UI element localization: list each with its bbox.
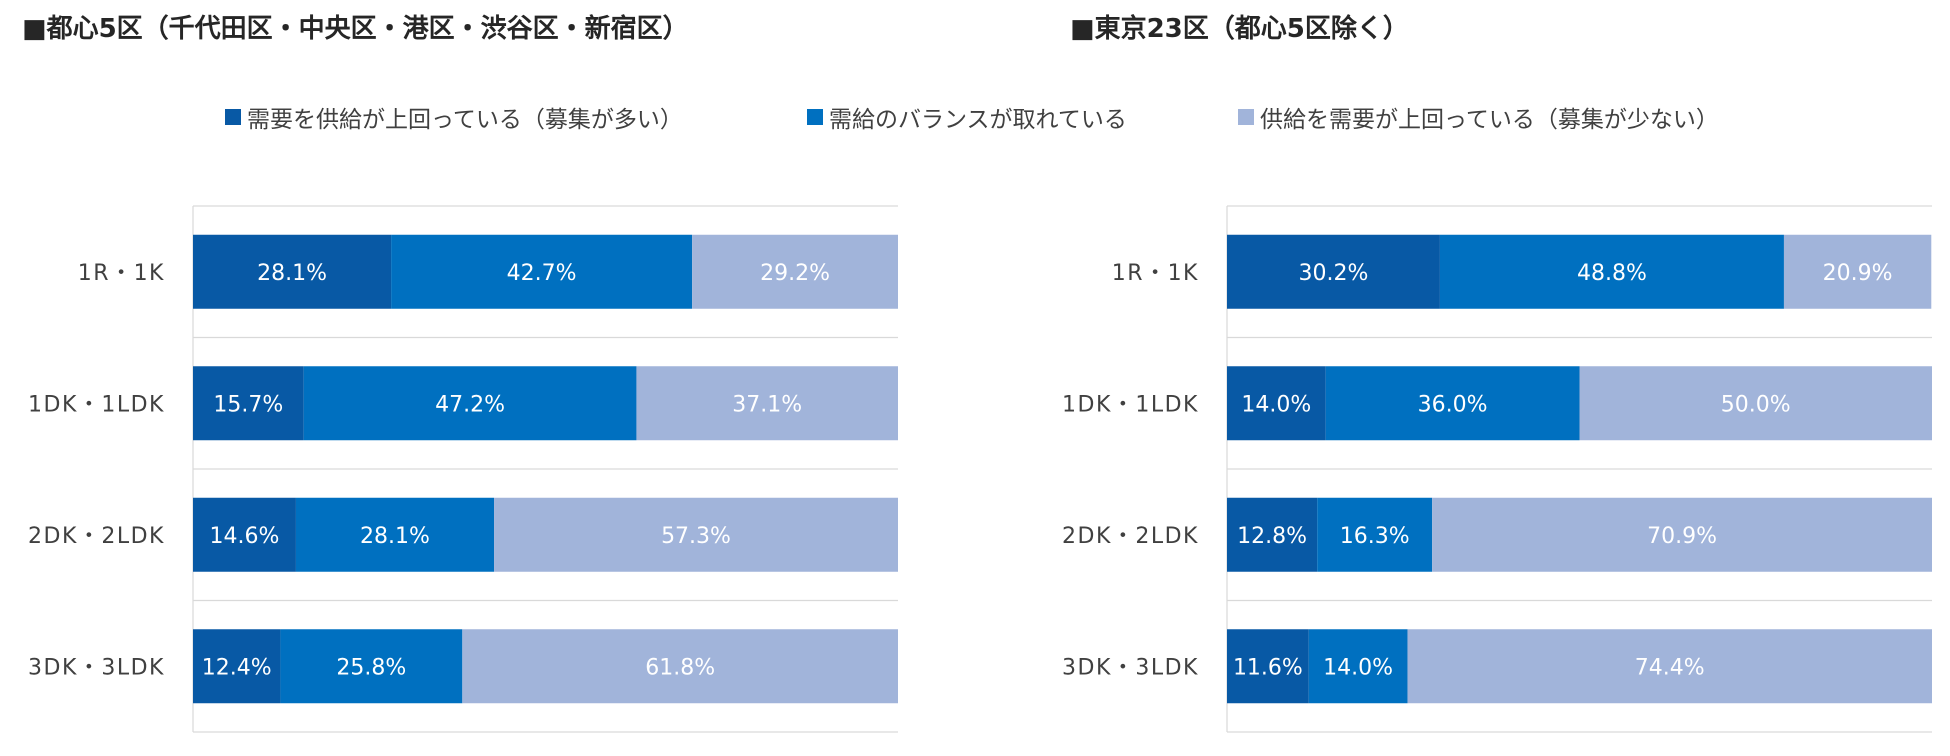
legend-swatch-light [1238, 109, 1254, 125]
data-label: 50.0% [1721, 392, 1791, 417]
bar-segment [1432, 497, 1932, 572]
bar-segment [1325, 366, 1580, 441]
data-label: 37.1% [732, 392, 802, 417]
bar-segment [303, 366, 637, 441]
data-label: 61.8% [645, 655, 715, 680]
data-label: 16.3% [1340, 524, 1410, 549]
category-label: 2DK・2LDK [28, 524, 165, 549]
data-label: 28.1% [360, 524, 430, 549]
bar-segment [1407, 629, 1932, 704]
data-label: 11.6% [1233, 655, 1303, 680]
legend-item-demand-exceeds: 需要を供給が上回っている（募集が多い） [225, 100, 683, 134]
data-label: 15.7% [213, 392, 283, 417]
bar-segment [193, 497, 296, 572]
bar-segment [692, 234, 898, 309]
data-label: 25.8% [336, 655, 406, 680]
bar-segment [1227, 629, 1309, 704]
chart-title-right: ■東京23区（都心5区除く） [1070, 14, 1409, 44]
data-label: 30.2% [1299, 261, 1369, 286]
bar-segment [462, 629, 898, 704]
bar-segment [1317, 497, 1433, 572]
category-label: 3DK・3LDK [28, 655, 165, 680]
legend-item-supply-exceeds: 供給を需要が上回っている（募集が少ない） [1238, 100, 1719, 134]
bar-segment [1308, 629, 1408, 704]
data-label: 28.1% [257, 261, 327, 286]
bar-segment [1783, 234, 1932, 309]
bar-segment [1579, 366, 1932, 441]
data-label: 36.0% [1418, 392, 1488, 417]
bar-segment [295, 497, 495, 572]
category-label: 1DK・1LDK [1062, 392, 1199, 417]
data-label: 29.2% [760, 261, 830, 286]
legend-swatch-dark [225, 109, 241, 125]
bar-segment [636, 366, 898, 441]
data-label: 20.9% [1823, 261, 1893, 286]
legend-swatch-mid [807, 109, 823, 125]
bar-segment [193, 234, 392, 309]
bar-segment [193, 366, 304, 441]
data-label: 48.8% [1577, 261, 1647, 286]
legend-label: 供給を需要が上回っている（募集が少ない） [1260, 107, 1719, 133]
data-label: 70.9% [1647, 524, 1717, 549]
legend-item-balanced: 需給のバランスが取れている [807, 100, 1127, 134]
legend-label: 需給のバランスが取れている [829, 107, 1127, 133]
legend-label: 需要を供給が上回っている（募集が多い） [247, 107, 683, 133]
category-label: 1DK・1LDK [28, 392, 165, 417]
data-label: 12.8% [1237, 524, 1307, 549]
category-label: 1R・1K [78, 261, 165, 286]
bar-segment [1227, 234, 1440, 309]
bar-segment [391, 234, 693, 309]
data-label: 12.4% [202, 655, 272, 680]
data-label: 74.4% [1635, 655, 1705, 680]
bar-segment [1439, 234, 1784, 309]
bar-segment [280, 629, 463, 704]
data-label: 14.0% [1323, 655, 1393, 680]
bar-segment [193, 629, 281, 704]
data-label: 47.2% [435, 392, 505, 417]
data-label: 14.6% [210, 524, 280, 549]
category-label: 2DK・2LDK [1062, 524, 1199, 549]
bar-segment [1227, 497, 1318, 572]
bar-segment [494, 497, 898, 572]
bar-segment [1227, 366, 1326, 441]
data-label: 14.0% [1241, 392, 1311, 417]
category-label: 1R・1K [1112, 261, 1199, 286]
data-label: 42.7% [507, 261, 577, 286]
category-label: 3DK・3LDK [1062, 655, 1199, 680]
data-label: 57.3% [661, 524, 731, 549]
chart-title-left: ■都心5区（千代田区・中央区・港区・渋谷区・新宿区） [22, 14, 689, 44]
